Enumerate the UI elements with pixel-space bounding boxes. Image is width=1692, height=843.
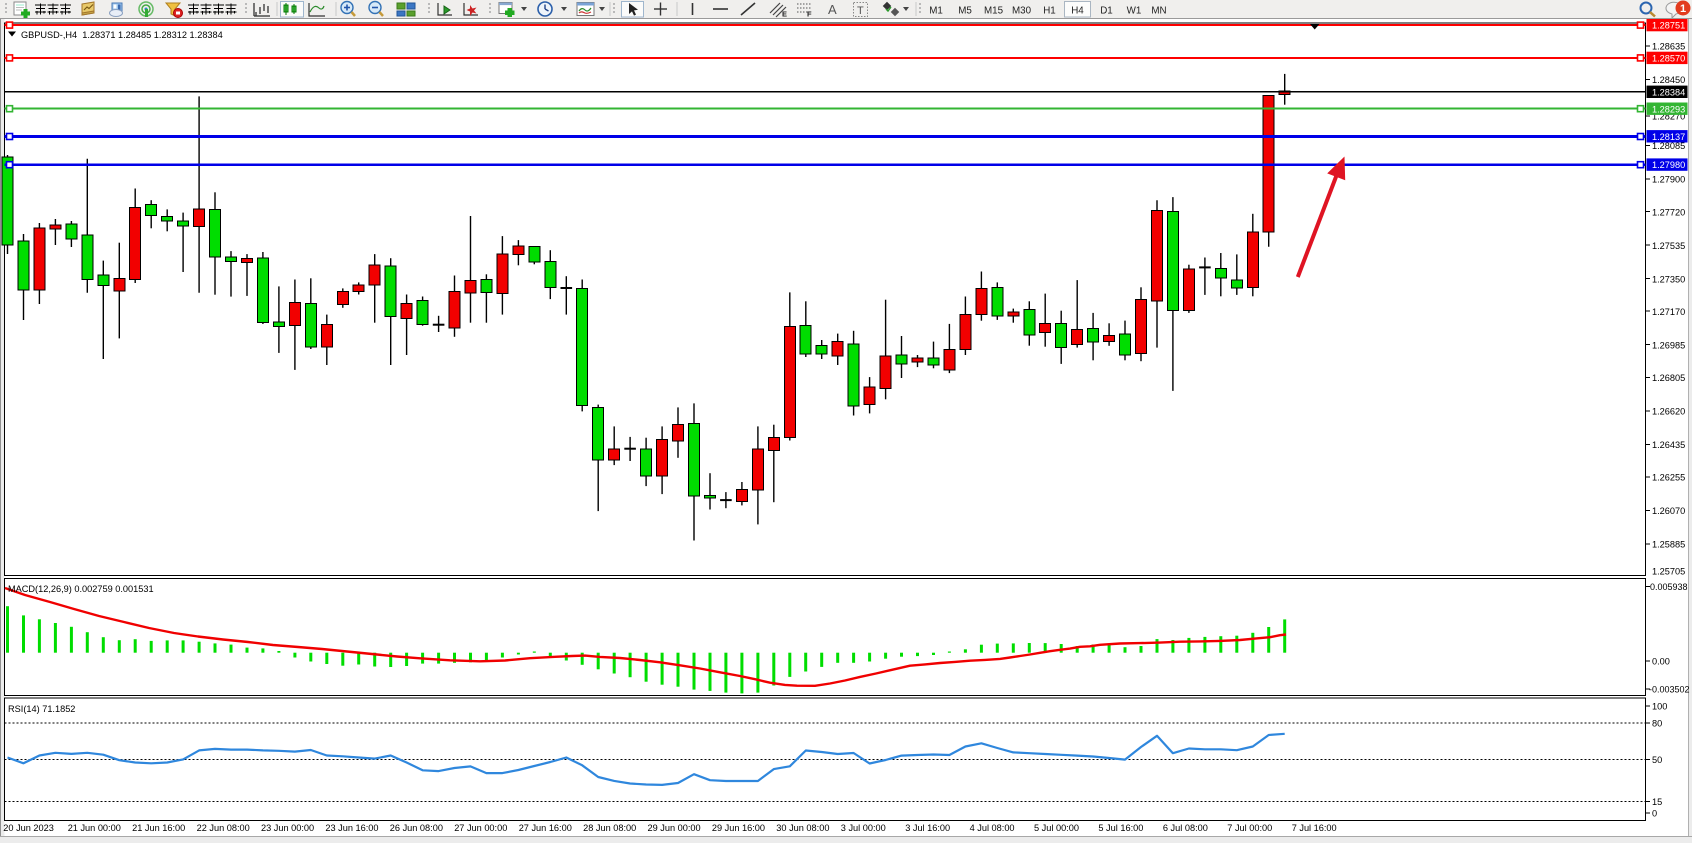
svg-text:5 Jul 16:00: 5 Jul 16:00 [1098, 823, 1143, 833]
svg-text:23 Jun 00:00: 23 Jun 00:00 [261, 823, 314, 833]
svg-text:0: 0 [1652, 809, 1657, 819]
svg-text:F: F [807, 10, 812, 19]
svg-text:1.28137: 1.28137 [1652, 132, 1685, 142]
svg-text:5 Jul 00:00: 5 Jul 00:00 [1034, 823, 1079, 833]
svg-text:1.26435: 1.26435 [1652, 440, 1685, 450]
svg-text:1.28384: 1.28384 [1652, 87, 1685, 97]
svg-text:1.25705: 1.25705 [1652, 567, 1685, 577]
svg-text:1.28635: 1.28635 [1652, 42, 1685, 52]
svg-text:1.28085: 1.28085 [1652, 141, 1685, 151]
svg-text:22 Jun 08:00: 22 Jun 08:00 [197, 823, 250, 833]
svg-text:7 Jul 00:00: 7 Jul 00:00 [1227, 823, 1272, 833]
svg-text:27 Jun 00:00: 27 Jun 00:00 [454, 823, 507, 833]
svg-text:4 Jul 08:00: 4 Jul 08:00 [970, 823, 1015, 833]
svg-text:23 Jun 16:00: 23 Jun 16:00 [325, 823, 378, 833]
svg-text:0.00: 0.00 [1652, 656, 1670, 666]
svg-text:3 Jul 00:00: 3 Jul 00:00 [841, 823, 886, 833]
svg-text:1.26620: 1.26620 [1652, 406, 1685, 416]
svg-text:1.26985: 1.26985 [1652, 340, 1685, 350]
svg-text:26 Jun 08:00: 26 Jun 08:00 [390, 823, 443, 833]
svg-text:H4: H4 [1071, 6, 1084, 17]
svg-text:1.26070: 1.26070 [1652, 506, 1685, 516]
svg-text:D1: D1 [1100, 6, 1113, 17]
svg-text:1.27980: 1.27980 [1652, 160, 1685, 170]
svg-text:30 Jun 08:00: 30 Jun 08:00 [776, 823, 829, 833]
svg-text:1.28570: 1.28570 [1652, 54, 1685, 64]
svg-text:28 Jun 08:00: 28 Jun 08:00 [583, 823, 636, 833]
svg-text:M5: M5 [958, 6, 972, 17]
svg-text:A: A [828, 2, 837, 17]
svg-text:50: 50 [1652, 755, 1662, 765]
svg-text:0.005938: 0.005938 [1650, 582, 1688, 592]
svg-text:1.27170: 1.27170 [1652, 307, 1685, 317]
svg-text:M30: M30 [1012, 6, 1032, 17]
svg-text:H1: H1 [1043, 6, 1056, 17]
svg-text:21 Jun 00:00: 21 Jun 00:00 [68, 823, 121, 833]
svg-text:1.26805: 1.26805 [1652, 373, 1685, 383]
svg-text:15: 15 [1652, 797, 1662, 807]
svg-text:29 Jun 16:00: 29 Jun 16:00 [712, 823, 765, 833]
svg-text:1.27535: 1.27535 [1652, 241, 1685, 251]
svg-text:-0.003502: -0.003502 [1649, 685, 1690, 695]
svg-text:1.27720: 1.27720 [1652, 207, 1685, 217]
svg-text:MN: MN [1151, 6, 1166, 17]
svg-text:E: E [782, 10, 787, 19]
svg-text:27 Jun 16:00: 27 Jun 16:00 [519, 823, 572, 833]
svg-text:1.25885: 1.25885 [1652, 539, 1685, 549]
svg-text:M1: M1 [929, 6, 943, 17]
svg-text:1.28270: 1.28270 [1652, 112, 1685, 122]
svg-text:RSI(14) 71.1852: RSI(14) 71.1852 [8, 704, 75, 714]
svg-text:29 Jun 00:00: 29 Jun 00:00 [648, 823, 701, 833]
svg-text:7 Jul 16:00: 7 Jul 16:00 [1292, 823, 1337, 833]
svg-text:3 Jul 16:00: 3 Jul 16:00 [905, 823, 950, 833]
svg-text:1.27900: 1.27900 [1652, 175, 1685, 185]
svg-text:6 Jul 08:00: 6 Jul 08:00 [1163, 823, 1208, 833]
svg-text:20 Jun 2023: 20 Jun 2023 [3, 823, 54, 833]
svg-text:1.27350: 1.27350 [1652, 274, 1685, 284]
svg-text:1: 1 [1680, 3, 1686, 15]
svg-text:W1: W1 [1127, 6, 1142, 17]
svg-text:1.28293: 1.28293 [1652, 104, 1685, 114]
svg-text:1.26255: 1.26255 [1652, 472, 1685, 482]
svg-text:80: 80 [1652, 719, 1662, 729]
svg-text:1.28751: 1.28751 [1652, 21, 1685, 31]
svg-text:MACD(12,26,9) 0.002759 0.00153: MACD(12,26,9) 0.002759 0.001531 [8, 584, 154, 594]
svg-text:100: 100 [1652, 702, 1667, 712]
svg-text:1.28450: 1.28450 [1652, 75, 1685, 85]
svg-text:T: T [857, 5, 864, 17]
svg-text:M15: M15 [984, 6, 1004, 17]
svg-text:GBPUSD-,H4 1.28371 1.28485 1.: GBPUSD-,H4 1.28371 1.28485 1.28312 1.283… [21, 30, 223, 40]
svg-text:21 Jun 16:00: 21 Jun 16:00 [132, 823, 185, 833]
